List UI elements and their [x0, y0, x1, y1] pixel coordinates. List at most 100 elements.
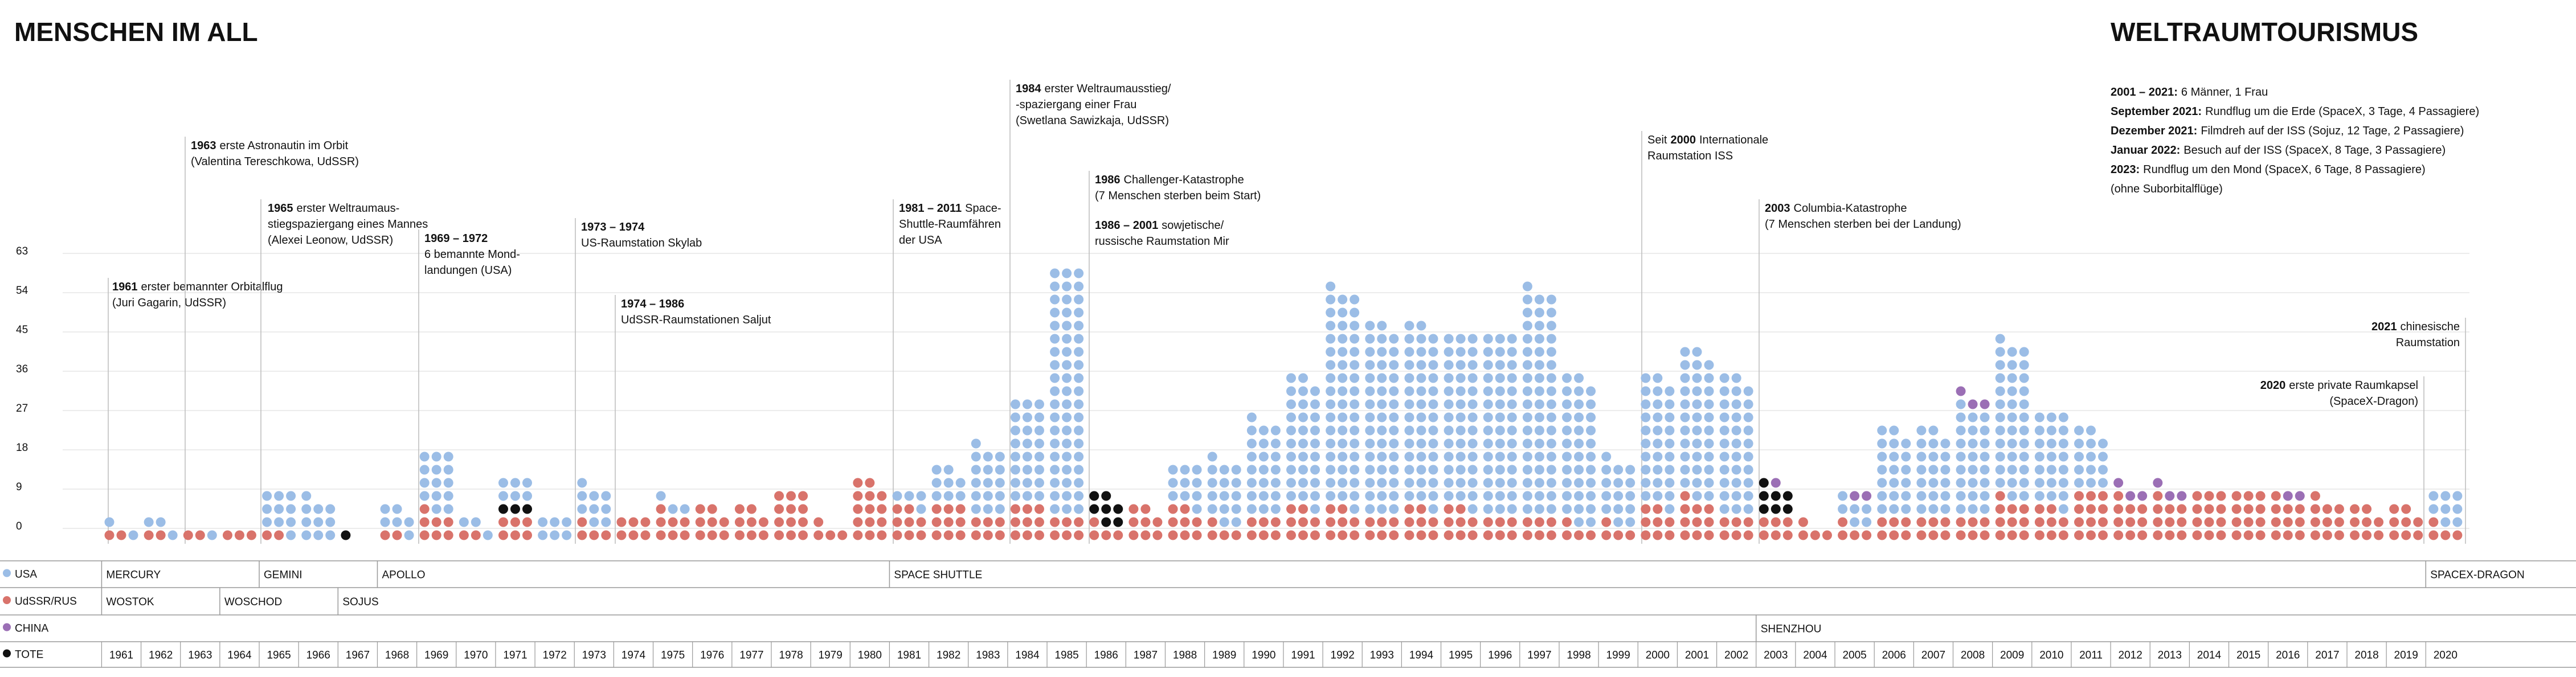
person-dot — [1665, 504, 1675, 514]
person-dot — [707, 517, 717, 527]
person-dot — [1680, 386, 1690, 396]
person-dot — [786, 530, 796, 540]
person-dot — [1246, 491, 1257, 501]
legend-label: TOTE — [15, 649, 43, 661]
annotation-text: erster bemannter Orbitalflug — [141, 281, 283, 293]
person-dot — [1219, 491, 1229, 501]
person-dot — [2046, 491, 2056, 501]
person-dot — [1956, 465, 1966, 475]
person-dot — [2113, 491, 2124, 501]
person-dot — [2216, 517, 2226, 527]
person-dot — [1495, 504, 1505, 514]
person-dot — [1980, 438, 1990, 449]
person-dot — [443, 478, 453, 488]
tourism-item: 2023: Rundflug um den Mond (SpaceX, 6 Tag… — [2111, 163, 2426, 176]
person-dot — [577, 478, 587, 488]
person-dot — [1365, 347, 1375, 357]
person-dot — [1680, 517, 1690, 527]
person-dot — [2019, 425, 2029, 436]
person-dot — [1665, 412, 1675, 422]
person-dot — [2428, 491, 2439, 501]
person-dot — [431, 530, 441, 540]
person-dot — [1625, 530, 1635, 540]
person-dot — [1574, 517, 1584, 527]
person-dot — [2007, 425, 2017, 436]
person-dot — [1286, 386, 1296, 396]
person-dot — [510, 517, 520, 527]
person-dot — [156, 530, 166, 540]
person-dot — [1889, 517, 1899, 527]
person-dot — [1562, 438, 1572, 449]
person-dot — [2231, 504, 2242, 514]
person-dot — [1483, 530, 1493, 540]
person-dot — [1940, 504, 1951, 514]
person-dot — [2165, 530, 2175, 540]
person-dot — [1467, 425, 1478, 436]
person-dot — [1692, 386, 1702, 396]
person-dot — [1968, 438, 1978, 449]
person-dot — [2428, 517, 2439, 527]
person-dot — [1680, 452, 1690, 462]
annotation: 1969 – 1972 6 bemannte Mond-landungen (US… — [424, 232, 520, 277]
person-dot — [1350, 438, 1360, 449]
person-dot — [1326, 360, 1336, 370]
person-dot — [786, 491, 796, 501]
person-dot — [1010, 465, 1020, 475]
person-dot — [1050, 504, 1060, 514]
person-dot — [510, 491, 520, 501]
person-dot — [419, 504, 430, 514]
person-dot — [313, 504, 324, 514]
person-dot — [1050, 452, 1060, 462]
tourism-item: Januar 2022: Besuch auf der ISS (SpaceX, … — [2111, 144, 2446, 157]
person-dot — [2283, 491, 2293, 501]
person-dot — [1062, 281, 1072, 292]
person-dot — [1168, 517, 1178, 527]
person-dot — [301, 491, 312, 501]
person-dot — [1838, 530, 1848, 540]
person-dot — [2374, 517, 2384, 527]
person-dot — [1140, 517, 1151, 527]
person-dot — [1862, 491, 1872, 501]
person-dot — [1574, 478, 1584, 488]
person-dot — [1810, 530, 1820, 540]
person-dot — [2098, 517, 2108, 527]
person-dot — [2389, 530, 2399, 540]
person-dot — [1022, 399, 1032, 409]
person-dot — [498, 530, 508, 540]
person-dot — [1270, 438, 1281, 449]
person-dot — [695, 504, 705, 514]
person-dot — [1389, 504, 1399, 514]
person-dot — [2125, 530, 2136, 540]
person-dot — [1113, 517, 1123, 527]
person-dot — [1444, 334, 1454, 344]
person-dot — [1546, 452, 1556, 462]
person-dot — [1310, 438, 1320, 449]
person-dot — [1326, 412, 1336, 422]
person-dot — [2243, 517, 2254, 527]
tourism-title: WELTRAUMTOURISMUS — [2111, 17, 2418, 47]
person-dot — [1428, 347, 1438, 357]
person-dot — [1467, 373, 1478, 383]
person-dot — [1562, 412, 1572, 422]
person-dot — [983, 452, 993, 462]
person-dot — [1928, 491, 1939, 501]
person-dot — [2007, 478, 2017, 488]
person-dot — [1377, 347, 1387, 357]
person-dot — [2007, 438, 2017, 449]
person-dot — [1625, 517, 1635, 527]
person-dot — [1416, 517, 1426, 527]
person-dot — [734, 517, 745, 527]
person-dot — [1546, 321, 1556, 331]
person-dot — [2322, 517, 2332, 527]
person-dot — [1310, 504, 1320, 514]
person-dot — [1389, 452, 1399, 462]
person-dot — [1680, 478, 1690, 488]
person-dot — [1546, 412, 1556, 422]
person-dot — [1350, 504, 1360, 514]
person-dot — [1889, 465, 1899, 475]
person-dot — [680, 530, 690, 540]
person-dot — [1980, 530, 1990, 540]
person-dot — [1940, 478, 1951, 488]
person-dot — [1326, 373, 1336, 383]
person-dot — [1326, 294, 1336, 305]
